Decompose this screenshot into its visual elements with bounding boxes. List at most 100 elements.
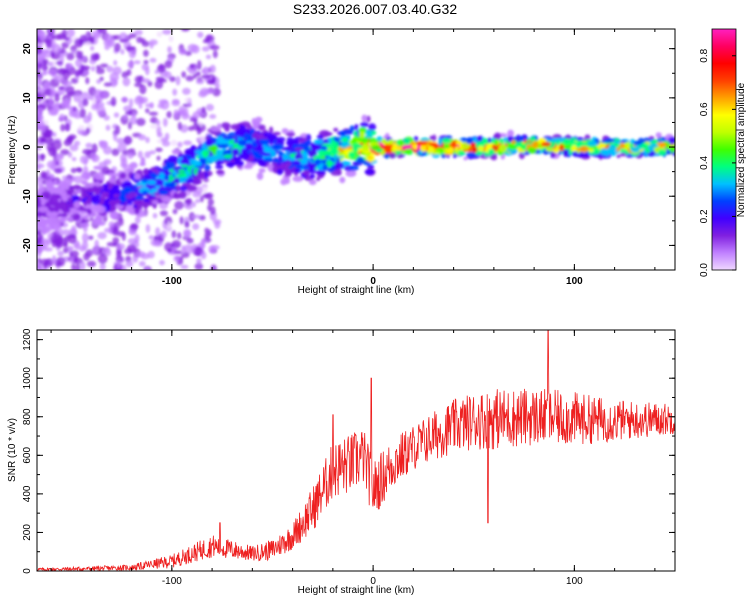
heatmap-ridge-blob <box>234 156 242 162</box>
heatmap-ridge-blob <box>360 121 369 128</box>
heatmap-noise-blob <box>71 263 76 270</box>
heatmap-noise-blob <box>75 50 81 59</box>
heatmap-ridge-blob <box>413 143 418 150</box>
heatmap-ridge-blob <box>72 184 81 190</box>
x-tick-label: 100 <box>566 576 583 587</box>
heatmap-ridge-blob <box>85 172 90 178</box>
heatmap-noise-blob <box>123 114 129 119</box>
heatmap-ridge-blob <box>151 200 159 205</box>
heatmap-ridge-blob <box>191 179 202 185</box>
heatmap-noise-blob <box>120 158 128 167</box>
heatmap-noise-blob <box>65 85 75 95</box>
colorbar-tick-label: 0.6 <box>699 102 710 116</box>
heatmap-noise-blob <box>181 113 190 120</box>
heatmap-noise-blob <box>66 29 75 38</box>
heatmap-noise-blob <box>209 114 217 119</box>
heatmap-ridge-blob <box>420 137 430 142</box>
heatmap-ridge-blob <box>268 137 275 145</box>
heatmap-noise-blob <box>104 44 110 51</box>
heatmap-noise-blob <box>66 105 74 110</box>
heatmap-ridge-blob <box>224 136 235 141</box>
heatmap-ridge-blob <box>416 144 421 150</box>
heatmap-noise-blob <box>130 223 139 230</box>
heatmap-noise-blob <box>91 143 98 154</box>
heatmap-ridge-blob <box>94 172 105 181</box>
heatmap-noise-blob <box>37 163 45 169</box>
heatmap-noise-blob <box>164 132 170 140</box>
heatmap-noise-blob <box>42 58 49 66</box>
heatmap-noise-blob <box>125 110 133 116</box>
spectrogram-y-ticks: 20 10 0 -10 -20 <box>22 43 675 271</box>
heatmap-ridge-blob <box>231 148 240 156</box>
heatmap-ridge-blob <box>83 214 89 220</box>
heatmap-ridge-blob <box>46 181 53 190</box>
snr-x-ticks: -100 0 100 <box>50 330 656 587</box>
heatmap-noise-blob <box>179 216 184 225</box>
heatmap-noise-blob <box>121 71 129 79</box>
heatmap-ridge-blob <box>287 170 292 177</box>
heatmap-noise-blob <box>91 152 98 162</box>
heatmap-ridge-blob <box>318 150 327 157</box>
heatmap-noise-blob <box>87 111 93 122</box>
heatmap-ridge-blob <box>558 144 565 152</box>
heatmap-ridge-blob <box>81 192 90 197</box>
heatmap-ridge-blob <box>158 172 165 180</box>
heatmap-ridge-blob <box>420 144 427 152</box>
heatmap-ridge-blob <box>326 159 333 167</box>
heatmap-ridge-blob <box>61 213 68 218</box>
heatmap-ridge-blob <box>178 169 186 174</box>
heatmap-noise-blob <box>71 157 77 162</box>
heatmap-ridge-blob <box>280 178 288 186</box>
heatmap-noise-blob <box>46 142 55 152</box>
heatmap-ridge-blob <box>316 134 324 140</box>
heatmap-ridge-blob <box>153 178 164 186</box>
heatmap-noise-blob <box>43 129 53 138</box>
heatmap-ridge-blob <box>273 158 280 163</box>
heatmap-ridge-blob <box>367 164 375 170</box>
heatmap-ridge-blob <box>136 204 142 209</box>
heatmap-noise-blob <box>141 78 151 84</box>
heatmap-ridge-blob <box>380 149 386 156</box>
heatmap-ridge-blob <box>619 142 625 149</box>
heatmap-noise-blob <box>37 262 41 270</box>
heatmap-noise-blob <box>192 214 201 219</box>
heatmap-ridge-blob <box>48 211 58 218</box>
heatmap-noise-blob <box>195 198 201 204</box>
heatmap-ridge-blob <box>118 194 127 203</box>
heatmap-ridge-blob <box>365 153 370 158</box>
heatmap-ridge-blob <box>235 130 246 137</box>
heatmap-ridge-blob <box>345 169 357 177</box>
heatmap-noise-blob <box>192 223 200 231</box>
heatmap-noise-blob <box>128 98 134 108</box>
heatmap-noise-blob <box>126 244 137 253</box>
heatmap-ridge-blob <box>273 143 284 150</box>
heatmap-ridge-blob <box>139 162 146 167</box>
heatmap-noise-blob <box>99 262 106 270</box>
heatmap-ridge-blob <box>128 191 138 198</box>
heatmap-noise-blob <box>55 60 64 66</box>
heatmap-noise-blob <box>103 82 113 87</box>
heatmap-ridge-blob <box>168 174 173 182</box>
heatmap-noise-blob <box>90 65 96 72</box>
heatmap-noise-blob <box>177 121 183 131</box>
heatmap-ridge-blob <box>81 198 87 203</box>
heatmap-ridge-blob <box>402 144 413 150</box>
heatmap-noise-blob <box>141 40 150 47</box>
heatmap-noise-blob <box>57 250 64 257</box>
heatmap-ridge-blob <box>276 136 286 143</box>
heatmap-ridge-blob <box>150 188 158 193</box>
heatmap-noise-blob <box>172 208 178 215</box>
heatmap-noise-blob <box>127 151 134 159</box>
heatmap-noise-blob <box>182 87 191 95</box>
heatmap-noise-blob <box>40 153 45 162</box>
heatmap-noise-blob <box>60 123 66 132</box>
heatmap-noise-blob <box>138 103 143 109</box>
heatmap-ridge-blob <box>487 137 492 143</box>
heatmap-noise-blob <box>159 260 165 266</box>
heatmap-noise-blob <box>62 70 71 79</box>
heatmap-ridge-blob <box>591 147 600 155</box>
heatmap-noise-blob <box>162 29 172 35</box>
heatmap-noise-blob <box>166 111 172 119</box>
heatmap-noise-blob <box>74 71 81 77</box>
